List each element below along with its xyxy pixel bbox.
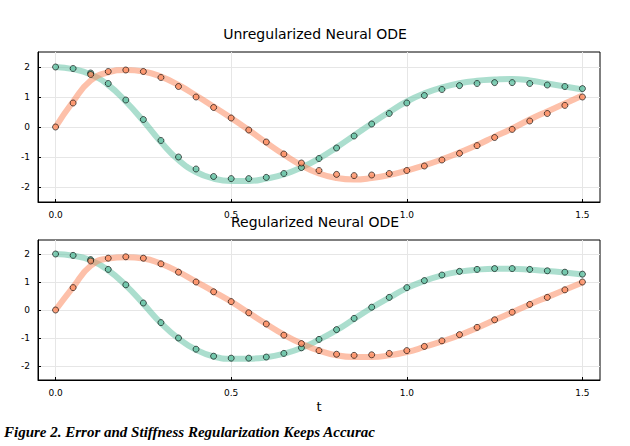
svg-text:0.0: 0.0	[48, 210, 63, 220]
svg-text:0: 0	[24, 122, 30, 132]
svg-text:-1: -1	[21, 333, 30, 343]
svg-text:1: 1	[24, 92, 30, 102]
svg-text:0: 0	[24, 305, 30, 315]
svg-text:1.0: 1.0	[400, 388, 415, 398]
svg-text:-2: -2	[21, 361, 30, 371]
svg-text:Figure 2. Error and Stiffness: Figure 2. Error and Stiffness Regulariza…	[3, 424, 375, 440]
svg-text:-1: -1	[21, 152, 30, 162]
svg-text:2: 2	[24, 62, 30, 72]
svg-text:0.5: 0.5	[224, 388, 238, 398]
svg-text:1.5: 1.5	[575, 388, 589, 398]
svg-text:Unregularized Neural ODE: Unregularized Neural ODE	[223, 26, 407, 42]
svg-text:1.0: 1.0	[400, 210, 415, 220]
svg-text:Regularized Neural ODE: Regularized Neural ODE	[231, 214, 399, 230]
svg-text:0.0: 0.0	[48, 388, 63, 398]
svg-text:1.5: 1.5	[575, 210, 589, 220]
svg-text:t: t	[316, 399, 321, 414]
svg-text:2: 2	[24, 249, 30, 259]
svg-text:1: 1	[24, 277, 30, 287]
svg-text:-2: -2	[21, 182, 30, 192]
